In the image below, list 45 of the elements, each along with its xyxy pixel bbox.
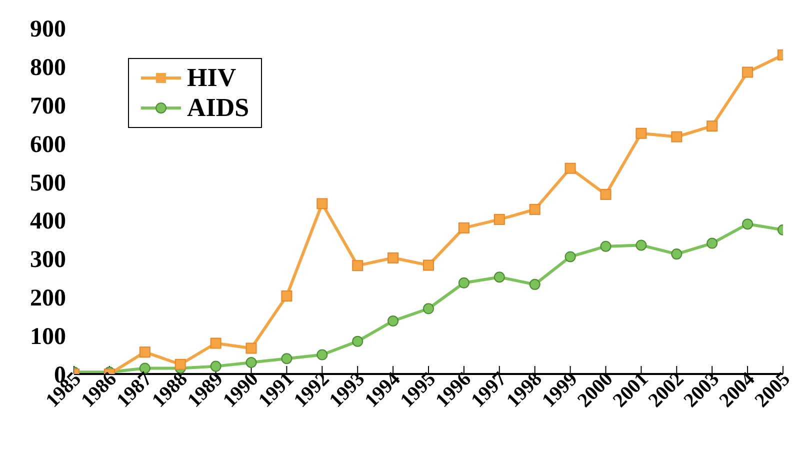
point <box>388 315 399 326</box>
point <box>742 66 754 78</box>
point <box>316 349 328 360</box>
y-tick-label: 200 <box>30 286 66 312</box>
point <box>458 277 470 288</box>
point <box>742 218 754 230</box>
y-tick-label: 600 <box>30 132 66 158</box>
point <box>564 162 576 174</box>
point <box>564 251 576 262</box>
point <box>316 198 328 210</box>
y-tick-label: 800 <box>30 54 66 81</box>
point <box>388 252 399 264</box>
y-tick-label: 500 <box>30 170 66 196</box>
point <box>174 358 186 370</box>
point <box>636 128 647 139</box>
point <box>671 131 682 142</box>
point <box>139 346 150 358</box>
point <box>529 278 540 290</box>
legend-label: HIV <box>187 63 236 93</box>
point <box>423 303 434 314</box>
y-tick-label: 900 <box>30 16 66 43</box>
y-tick-label: 400 <box>30 208 66 235</box>
point <box>246 356 257 368</box>
point <box>281 290 292 302</box>
point <box>352 260 364 272</box>
point <box>210 338 222 349</box>
point <box>458 222 470 234</box>
y-tick-label: 300 <box>30 247 66 274</box>
point <box>210 360 222 372</box>
y-tick-label: 100 <box>30 324 66 350</box>
point <box>706 238 718 249</box>
point <box>671 248 682 260</box>
point <box>423 260 434 271</box>
point <box>281 353 292 364</box>
point <box>494 272 505 283</box>
point <box>494 214 505 225</box>
point <box>352 336 364 347</box>
point <box>600 240 612 252</box>
point <box>636 240 647 251</box>
y-tick-label: 700 <box>30 93 66 120</box>
point <box>246 342 257 354</box>
point <box>529 204 540 215</box>
point <box>600 188 612 200</box>
point <box>706 120 718 132</box>
legend-label: AIDS <box>187 93 250 123</box>
